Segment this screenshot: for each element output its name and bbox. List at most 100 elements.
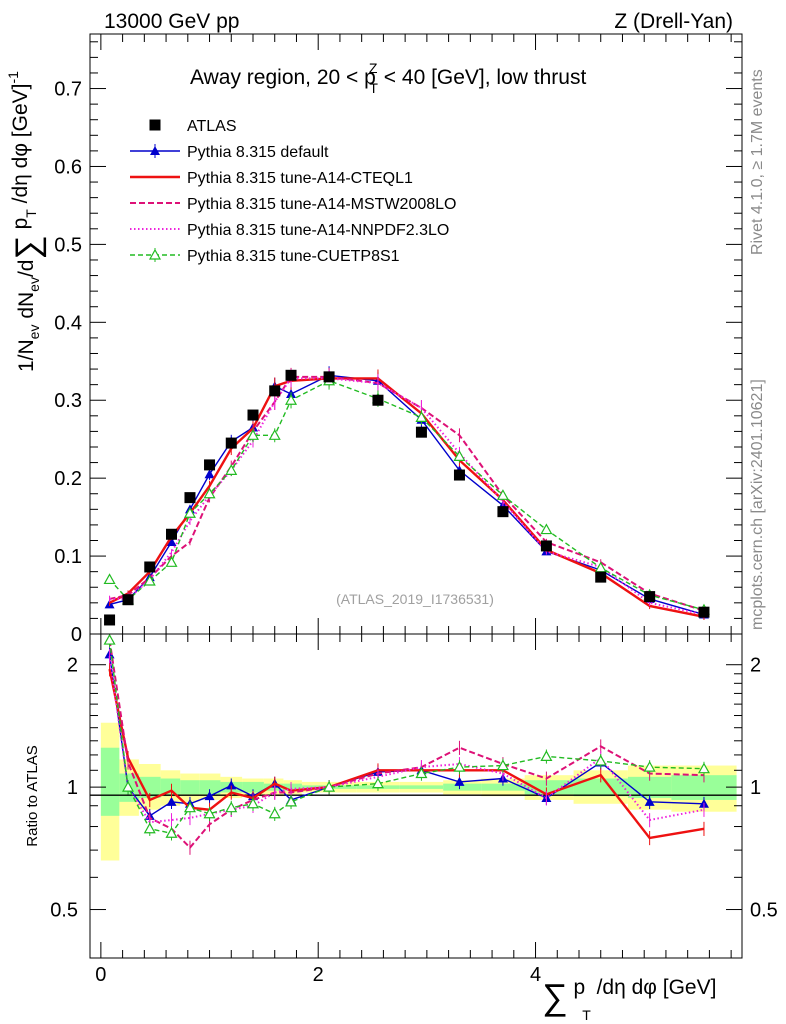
main-panel: 0 0.1 0.2 0.3 0.4 0.5 0.6 0.7 Away region, 20 <… (5, 33, 743, 646)
y-label-sum: ∑ (9, 235, 47, 259)
main-point-cuetp (143, 574, 156, 586)
x-label-sum: ∑ (542, 976, 568, 1017)
main-point-atlas (323, 371, 335, 383)
x-label-p: p (568, 976, 586, 999)
y-label-c: /d (15, 260, 38, 278)
legend-entry-nnpdf: Pythia 8.315 tune-A14-NNPDF2.3LO (130, 222, 449, 239)
ratio-series-mstw (108, 634, 705, 855)
main-ytick-label: 0 (71, 624, 82, 646)
main-point-atlas (269, 385, 281, 397)
legend-entry-cuetp: Pythia 8.315 tune-CUETP8S1 (130, 248, 400, 265)
ratio-band-green (481, 783, 525, 791)
main-point-atlas (184, 492, 196, 504)
ratio-ytick-label: 0.5 (50, 900, 78, 922)
legend-label-cuetp: Pythia 8.315 tune-CUETP8S1 (187, 248, 400, 265)
main-ytick-label: 0.1 (54, 546, 82, 568)
ratio-xtick-label: 2 (313, 964, 324, 986)
ratio-band-green (242, 781, 264, 793)
main-line-cteql1 (109, 377, 705, 619)
legend-entry-mstw: Pythia 8.315 tune-A14-MSTW2008LO (130, 196, 456, 213)
main-point-atlas (166, 528, 177, 540)
ratio-band-green (160, 778, 181, 797)
ratio-ytick-label-right: 2 (750, 655, 761, 677)
ratio-point-default (204, 791, 215, 801)
ratio-point-cuetp (594, 754, 607, 766)
main-point-cuetp (203, 487, 216, 499)
plot-title-text: Away region, 20 < p (190, 66, 376, 89)
y-label-e: /dη dφ [GeV] (9, 84, 32, 210)
legend-entry-data: ATLAS (149, 118, 237, 135)
main-point-atlas (225, 437, 237, 449)
plot-title-rest: < 40 [GeV], low thrust (378, 66, 587, 89)
side-label-mcplots: mcplots.cern.ch [arXiv:2401.10621] (749, 379, 766, 630)
main-point-atlas (104, 614, 116, 626)
x-label-sub: T (582, 1007, 591, 1023)
ratio-frame (89, 633, 743, 959)
ratio-point-default (166, 796, 177, 806)
ratio-band-green (199, 780, 221, 795)
ratio-point-default (226, 780, 237, 790)
ratio-ytick-label: 1 (67, 777, 78, 799)
legend-label-cteql1: Pythia 8.315 tune-A14-CTEQL1 (187, 170, 413, 187)
main-point-atlas (415, 426, 427, 438)
plot-title: Away region, 20 < pZ T < 40 [GeV], low th… (190, 60, 586, 96)
ratio-series-cteql1 (108, 662, 705, 846)
ratio-point-cuetp (643, 760, 656, 772)
x-label-rest: /dη dφ [GeV] (591, 976, 717, 999)
main-point-cuetp (285, 393, 298, 405)
main-ytick-label: 0.2 (54, 468, 82, 490)
main-point-atlas (144, 561, 156, 573)
ratio-xtick-label: 4 (530, 964, 541, 986)
main-series-atlas (104, 369, 710, 626)
main-point-atlas (540, 540, 552, 552)
ratio-point-cuetp (285, 795, 298, 807)
y-label-a-sub: ev (26, 325, 42, 340)
main-point-default (204, 469, 215, 479)
main-point-atlas (453, 469, 465, 481)
main-point-atlas (122, 594, 134, 606)
main-series-layer (103, 366, 710, 626)
main-point-atlas (644, 591, 656, 603)
main-point-atlas (247, 409, 259, 421)
ratio-point-cuetp (697, 762, 710, 774)
main-point-cuetp (453, 450, 466, 461)
header-left: 13000 GeV pp (104, 10, 239, 33)
ratio-point-cuetp (165, 827, 178, 838)
ratio-ytick-label: 2 (67, 655, 78, 677)
main-point-atlas (595, 571, 607, 583)
legend-label-mstw: Pythia 8.315 tune-A14-MSTW2008LO (187, 196, 456, 213)
y-label-d-sub: T (23, 209, 39, 218)
ratio-band-green (283, 783, 302, 791)
ratio-band-green (524, 780, 574, 795)
main-point-atlas (497, 506, 509, 518)
ratio-xtick-label: 0 (95, 964, 106, 986)
ratio-point-cuetp (122, 780, 135, 792)
main-ytick-label: 0.6 (54, 156, 82, 178)
ratio-point-default (644, 796, 655, 806)
y-label-b-sub: ev (26, 277, 42, 292)
legend-label-nnpdf: Pythia 8.315 tune-A14-NNPDF2.3LO (187, 222, 449, 239)
main-point-cuetp (496, 489, 509, 500)
ratio-point-cuetp (203, 807, 216, 819)
main-point-cuetp (225, 464, 238, 475)
main-line-cuetp (109, 379, 705, 611)
ratio-line-cuetp (108, 639, 704, 835)
main-point-cuetp (415, 411, 428, 422)
ratio-point-cuetp (103, 634, 116, 645)
ratio-point-cuetp (143, 822, 156, 834)
ratio-point-cuetp (496, 759, 509, 771)
analysis-label: (ATLAS_2019_I1736531) (336, 591, 494, 607)
plot-title-sub: T (369, 80, 378, 96)
ratio-band-green (443, 783, 482, 791)
legend-marker-atlas (149, 119, 161, 131)
ratio-band-green (138, 776, 161, 799)
legend-entry-cteql1: Pythia 8.315 tune-A14-CTEQL1 (130, 170, 413, 187)
plot-title-sup: Z (369, 60, 378, 76)
ratio-point-cuetp (268, 807, 281, 819)
ratio-band-green (100, 747, 120, 816)
main-point-atlas (285, 369, 297, 381)
ratio-axis-ticks: 0.5 0.5 1 1 2 2 0 2 4 (50, 634, 778, 986)
